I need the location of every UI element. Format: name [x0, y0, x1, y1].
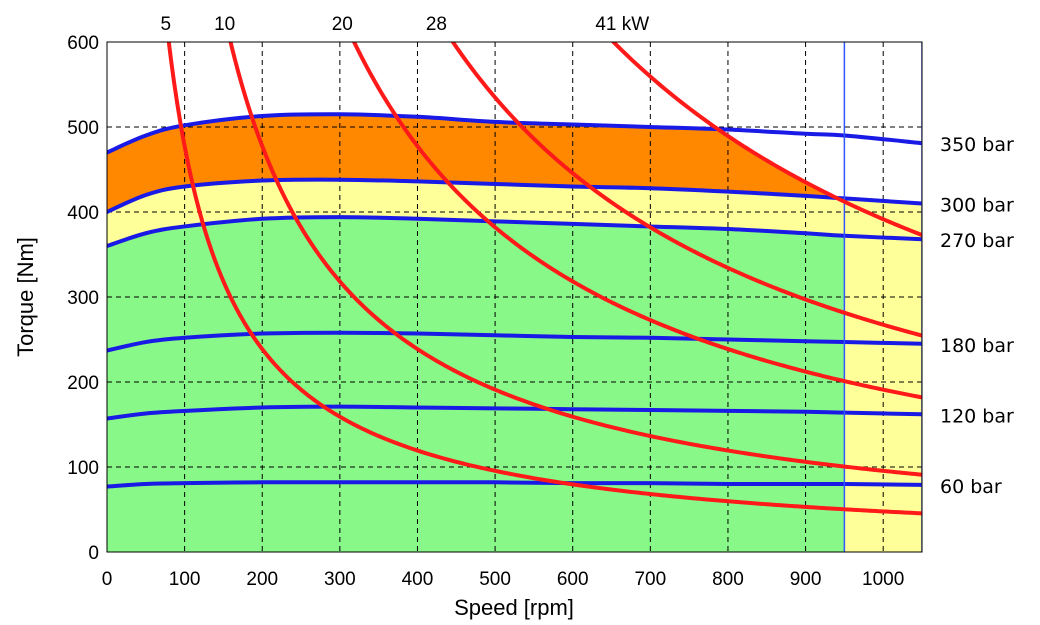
power-curve-label: 28 [426, 14, 447, 35]
torque-curve-180-bar [107, 330, 922, 353]
region-continuous [107, 217, 845, 552]
pressure-label: 180 bar [940, 335, 1014, 357]
operating-regions [107, 114, 922, 552]
y-tick-label: 400 [67, 203, 99, 224]
pressure-label: 300 bar [940, 195, 1014, 217]
power-curve-label: 41 kW [595, 14, 649, 35]
x-tick-label: 900 [790, 569, 822, 590]
y-tick-label: 100 [67, 458, 99, 479]
x-tick-label: 300 [324, 569, 356, 590]
torque-curve-60-bar [107, 480, 922, 489]
y-tick-label: 200 [67, 373, 99, 394]
x-tick-label: 100 [169, 569, 201, 590]
region-intermittent [107, 179, 922, 552]
grid-lines [107, 42, 922, 552]
x-axis-title: Speed [rpm] [454, 595, 574, 620]
pressure-label: 120 bar [940, 405, 1014, 427]
pressure-labels: 350 bar 300 bar 270 bar 180 bar 120 bar 60 ba… [940, 134, 1014, 498]
x-tick-label: 500 [479, 569, 511, 590]
x-tick-label: 800 [712, 569, 744, 590]
power-curve-5kw [166, 42, 922, 516]
y-tick-label: 0 [88, 543, 99, 564]
plot-frame [106, 41, 923, 553]
y-axis-ticks: 0 100 200 300 400 500 600 [67, 33, 99, 564]
pressure-label: 270 bar [940, 230, 1014, 252]
x-tick-label: 200 [246, 569, 278, 590]
y-tick-label: 500 [67, 118, 99, 139]
power-curve-label: 20 [332, 14, 353, 35]
x-tick-label: 0 [102, 569, 113, 590]
power-curve-labels: 5 10 20 28 41 kW [161, 14, 650, 35]
x-tick-label: 1000 [862, 569, 904, 590]
pressure-label: 350 bar [940, 134, 1014, 156]
power-curve-28kw [450, 42, 922, 338]
pressure-label: 60 bar [940, 476, 1002, 498]
y-tick-label: 600 [67, 33, 99, 54]
power-curve-label: 10 [214, 14, 235, 35]
power-curve-20kw [351, 42, 922, 400]
x-tick-label: 400 [402, 569, 434, 590]
y-tick-label: 300 [67, 288, 99, 309]
x-tick-label: 600 [557, 569, 589, 590]
torque-curve-350-bar [107, 112, 922, 155]
x-tick-label: 700 [634, 569, 666, 590]
y-axis-title: Torque [Nm] [13, 237, 38, 357]
torque-curves [107, 112, 922, 489]
power-curves [166, 42, 922, 516]
power-curve-41kw [610, 42, 922, 238]
torque-curve-120-bar [107, 404, 922, 421]
torque-curve-270-bar [107, 215, 922, 248]
x-axis-ticks: 0 100 200 300 400 500 600 700 800 900 1000 [102, 569, 905, 590]
power-curve-label: 5 [161, 14, 172, 35]
power-curve-10kw [228, 42, 922, 477]
torque-curve-300-bar [107, 177, 922, 214]
